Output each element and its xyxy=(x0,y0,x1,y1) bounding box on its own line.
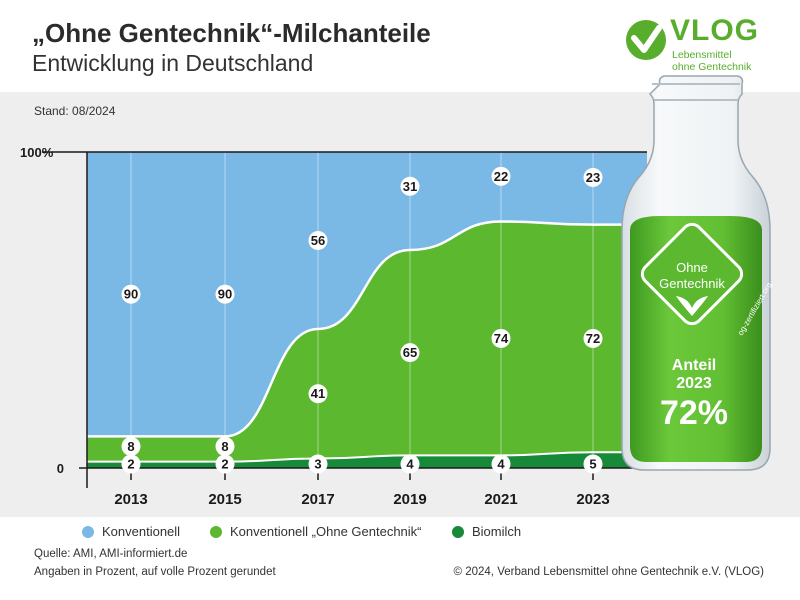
area-konventionell-ohne-gentechnik xyxy=(87,221,647,468)
source-note: Quelle: AMI, AMI-informiert.de xyxy=(34,548,188,560)
data-date: Stand: 08/2024 xyxy=(34,104,116,118)
data-label-bubble xyxy=(215,284,235,304)
data-label: 22 xyxy=(494,169,508,184)
legend-label: Biomilch xyxy=(472,524,522,539)
data-label-konventionell: 23 xyxy=(583,167,603,187)
seal-line-1: Ohne xyxy=(676,260,708,275)
legend: Konventionell Konventionell „Ohne Gentec… xyxy=(0,524,800,544)
data-label-bubble xyxy=(215,436,235,456)
data-label-ohne-gentechnik: 72 xyxy=(583,328,603,348)
plot-area: 100% 0 2013 2015 2017 2019 2021 2023 2 8 90 2 8 90 3 41… xyxy=(20,145,647,508)
chart-areas xyxy=(87,152,647,468)
legend-swatch xyxy=(210,526,222,538)
x-tick-label: 2015 xyxy=(208,491,241,508)
legend-item-ohne-gentechnik: Konventionell „Ohne Gentechnik“ xyxy=(210,524,422,539)
data-label: 90 xyxy=(218,287,232,302)
bottle-label-line-2: 2023 xyxy=(676,375,712,392)
data-label-bubble xyxy=(308,230,328,250)
data-label: 90 xyxy=(124,287,138,302)
milk-bottle-illustration: Ohne Gentechnik og-zertifiziert.org Ante… xyxy=(621,75,774,471)
data-label: 2 xyxy=(127,457,134,472)
data-label: 56 xyxy=(311,233,325,248)
x-tick-label: 2019 xyxy=(393,491,426,508)
data-label: 31 xyxy=(403,179,417,194)
vlog-logo: VLOG Lebensmittel ohne Gentechnik xyxy=(624,14,784,76)
chart-title: „Ohne Gentechnik“-Milchanteile xyxy=(32,18,431,48)
data-label-bubble xyxy=(308,384,328,404)
data-label-biomilch: 4 xyxy=(400,454,420,474)
data-label: 2 xyxy=(221,457,228,472)
data-label-ohne-gentechnik: 41 xyxy=(308,384,328,404)
data-label-konventionell: 90 xyxy=(215,284,235,304)
data-label: 4 xyxy=(406,457,414,472)
data-label-bubble xyxy=(308,454,328,474)
bottle-share-value: 72% xyxy=(660,394,728,432)
legend-swatch xyxy=(82,526,94,538)
x-tick-label: 2021 xyxy=(484,491,517,508)
data-label-ohne-gentechnik: 65 xyxy=(400,343,420,363)
data-label-bubble xyxy=(583,454,603,474)
data-label-bubble xyxy=(121,284,141,304)
legend-label: Konventionell „Ohne Gentechnik“ xyxy=(230,524,422,539)
data-label-bubble xyxy=(491,454,511,474)
data-label-bubble xyxy=(583,167,603,187)
data-label-bubble xyxy=(215,454,235,474)
data-label-bubble xyxy=(583,328,603,348)
legend-label: Konventionell xyxy=(102,524,181,539)
logo-subline-2: ohne Gentechnik xyxy=(672,61,752,73)
x-tick-label: 2013 xyxy=(114,491,147,508)
data-label-biomilch: 2 xyxy=(215,454,235,474)
boundary-line-upper xyxy=(87,220,647,438)
legend-swatch xyxy=(452,526,464,538)
x-tick-label: 2017 xyxy=(301,491,334,508)
data-label: 8 xyxy=(221,439,228,454)
data-label: 3 xyxy=(314,457,321,472)
data-label-biomilch: 4 xyxy=(491,454,511,474)
data-label-konventionell: 56 xyxy=(308,230,328,250)
data-label: 23 xyxy=(586,170,600,185)
y-tick-label: 0 xyxy=(57,461,64,476)
data-label-konventionell: 90 xyxy=(121,284,141,304)
data-label: 74 xyxy=(494,331,509,346)
data-label-bubble xyxy=(400,454,420,474)
data-label-bubble xyxy=(121,436,141,456)
data-label: 65 xyxy=(403,345,417,360)
boundary-line-lower xyxy=(87,451,647,463)
legend-item-biomilch: Biomilch xyxy=(452,524,521,539)
data-label-ohne-gentechnik: 8 xyxy=(215,436,235,456)
logo-wordmark: VLOG xyxy=(670,14,760,47)
data-label-biomilch: 2 xyxy=(121,454,141,474)
data-label: 4 xyxy=(497,457,505,472)
data-label-bubble xyxy=(491,166,511,186)
data-label-ohne-gentechnik: 74 xyxy=(491,328,511,348)
data-label-ohne-gentechnik: 8 xyxy=(121,436,141,456)
data-label: 41 xyxy=(311,386,325,401)
logo-subline-1: Lebensmittel xyxy=(672,49,732,61)
y-tick-label: 100% xyxy=(20,145,54,160)
x-tick-label: 2023 xyxy=(576,491,609,508)
rounding-note: Angaben in Prozent, auf volle Prozent ge… xyxy=(34,566,276,578)
data-label: 5 xyxy=(589,457,596,472)
data-label-bubble xyxy=(121,454,141,474)
copyright-note: © 2024, Verband Lebensmittel ohne Gentec… xyxy=(453,566,764,578)
data-label-konventionell: 31 xyxy=(400,176,420,196)
leaf-icon xyxy=(676,296,708,316)
data-label-bubble xyxy=(400,176,420,196)
data-label-bubble xyxy=(400,343,420,363)
data-label-bubble xyxy=(491,328,511,348)
seal-line-2: Gentechnik xyxy=(659,276,725,291)
data-label-biomilch: 5 xyxy=(583,454,603,474)
bottle-label-line-1: Anteil xyxy=(672,357,716,374)
legend-item-konventionell: Konventionell xyxy=(82,524,180,539)
data-label: 72 xyxy=(586,331,600,346)
data-label-konventionell: 22 xyxy=(491,166,511,186)
data-label-biomilch: 3 xyxy=(308,454,328,474)
vlog-check-icon xyxy=(626,20,666,60)
data-label: 8 xyxy=(127,439,134,454)
chart-subtitle: Entwicklung in Deutschland xyxy=(32,50,314,76)
